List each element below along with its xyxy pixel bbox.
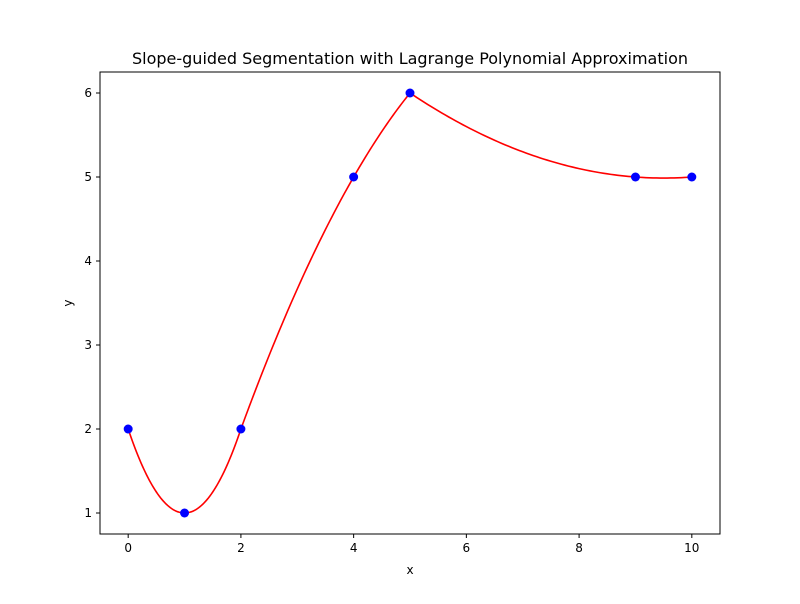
plot-area: [100, 72, 720, 534]
curve-segment: [409, 92, 692, 179]
x-tick-label: 4: [350, 541, 358, 555]
y-tick-label: 1: [84, 506, 92, 520]
y-tick-label: 4: [84, 254, 92, 268]
x-tick-label: 0: [124, 541, 132, 555]
x-tick-label: 6: [463, 541, 471, 555]
x-tick-label: 8: [575, 541, 583, 555]
points-layer: [123, 88, 697, 518]
x-tick-label: 2: [237, 541, 245, 555]
y-tick-label: 6: [84, 86, 92, 100]
curve-segment: [240, 92, 411, 430]
data-point: [405, 88, 415, 98]
y-tick-label: 5: [84, 170, 92, 184]
x-tick-label: 10: [684, 541, 699, 555]
y-tick-label: 2: [84, 422, 92, 436]
y-axis: 1 2 3 4 5 6: [84, 86, 100, 520]
chart-title: Slope-guided Segmentation with Lagrange …: [132, 49, 688, 68]
data-point: [349, 172, 359, 182]
y-tick-label: 3: [84, 338, 92, 352]
x-axis-label: x: [406, 563, 413, 577]
x-axis: 0 2 4 6 8 10: [124, 534, 699, 555]
plot-frame: [99, 71, 721, 535]
y-axis-label: y: [61, 299, 75, 306]
data-point: [236, 424, 246, 434]
data-point: [180, 508, 190, 518]
data-point: [687, 172, 697, 182]
data-point: [630, 172, 640, 182]
data-point: [123, 424, 133, 434]
